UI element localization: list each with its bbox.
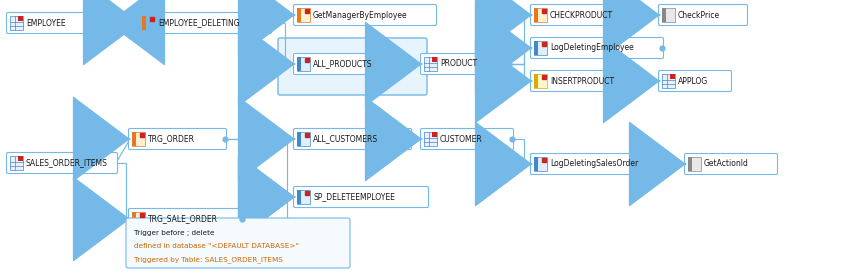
FancyBboxPatch shape xyxy=(533,41,546,55)
FancyBboxPatch shape xyxy=(128,209,243,230)
FancyBboxPatch shape xyxy=(420,53,510,75)
Text: LogDeletingSalesOrder: LogDeletingSalesOrder xyxy=(549,159,637,169)
Text: SP_DELETEEMPLOYEE: SP_DELETEEMPLOYEE xyxy=(312,193,394,201)
FancyBboxPatch shape xyxy=(132,212,136,226)
FancyBboxPatch shape xyxy=(296,190,300,204)
FancyBboxPatch shape xyxy=(530,4,643,25)
FancyBboxPatch shape xyxy=(296,57,300,71)
Text: PRODUCT: PRODUCT xyxy=(440,59,477,68)
FancyBboxPatch shape xyxy=(10,156,23,170)
FancyBboxPatch shape xyxy=(661,74,674,88)
FancyBboxPatch shape xyxy=(530,38,663,59)
Text: EMPLOYEE_DELETING: EMPLOYEE_DELETING xyxy=(158,19,240,27)
FancyBboxPatch shape xyxy=(296,132,300,146)
FancyBboxPatch shape xyxy=(661,8,674,22)
Text: Triggered by Table: SALES_ORDER_ITEMS: Triggered by Table: SALES_ORDER_ITEMS xyxy=(134,256,283,263)
FancyBboxPatch shape xyxy=(132,132,145,146)
Text: INSERTPRODUCT: INSERTPRODUCT xyxy=(549,76,614,85)
Text: defined in database "<DEFAULT DATABASE>": defined in database "<DEFAULT DATABASE>" xyxy=(134,243,299,249)
Text: APPLOG: APPLOG xyxy=(677,76,707,85)
FancyBboxPatch shape xyxy=(424,57,436,71)
FancyBboxPatch shape xyxy=(296,190,310,204)
FancyBboxPatch shape xyxy=(533,8,538,22)
Text: LogDeletingEmployee: LogDeletingEmployee xyxy=(549,44,633,53)
FancyBboxPatch shape xyxy=(296,57,310,71)
Text: CHECKPRODUCT: CHECKPRODUCT xyxy=(549,10,613,19)
FancyBboxPatch shape xyxy=(431,57,436,62)
FancyBboxPatch shape xyxy=(530,153,671,175)
Text: GetManagerByEmployee: GetManagerByEmployee xyxy=(312,10,407,19)
FancyBboxPatch shape xyxy=(687,157,691,171)
FancyBboxPatch shape xyxy=(420,129,513,150)
Text: TRG_ORDER: TRG_ORDER xyxy=(148,135,195,144)
FancyBboxPatch shape xyxy=(687,157,701,171)
FancyBboxPatch shape xyxy=(530,70,645,92)
FancyBboxPatch shape xyxy=(7,153,117,173)
FancyBboxPatch shape xyxy=(533,74,538,88)
Text: EMPLOYEE: EMPLOYEE xyxy=(26,19,66,27)
FancyBboxPatch shape xyxy=(142,16,154,30)
FancyBboxPatch shape xyxy=(132,212,145,226)
FancyBboxPatch shape xyxy=(7,13,107,33)
FancyBboxPatch shape xyxy=(278,38,426,95)
FancyBboxPatch shape xyxy=(533,157,546,171)
Text: ALL_PRODUCTS: ALL_PRODUCTS xyxy=(312,59,372,68)
FancyBboxPatch shape xyxy=(684,153,776,175)
Text: CheckPrice: CheckPrice xyxy=(677,10,719,19)
Text: Trigger before ; delete: Trigger before ; delete xyxy=(134,230,214,236)
FancyBboxPatch shape xyxy=(18,16,23,21)
FancyBboxPatch shape xyxy=(431,132,436,137)
FancyBboxPatch shape xyxy=(293,129,411,150)
FancyBboxPatch shape xyxy=(661,8,665,22)
FancyBboxPatch shape xyxy=(132,132,136,146)
FancyBboxPatch shape xyxy=(657,70,731,92)
FancyBboxPatch shape xyxy=(296,8,310,22)
FancyBboxPatch shape xyxy=(138,13,271,33)
FancyBboxPatch shape xyxy=(424,132,436,146)
FancyBboxPatch shape xyxy=(533,157,538,171)
FancyBboxPatch shape xyxy=(296,132,310,146)
FancyBboxPatch shape xyxy=(293,187,428,207)
FancyBboxPatch shape xyxy=(293,53,404,75)
FancyBboxPatch shape xyxy=(10,16,23,30)
FancyBboxPatch shape xyxy=(533,8,546,22)
FancyBboxPatch shape xyxy=(293,4,436,25)
FancyBboxPatch shape xyxy=(657,4,747,25)
FancyBboxPatch shape xyxy=(126,218,349,268)
FancyBboxPatch shape xyxy=(128,129,226,150)
FancyBboxPatch shape xyxy=(296,8,300,22)
FancyBboxPatch shape xyxy=(18,156,23,161)
Text: ALL_CUSTOMERS: ALL_CUSTOMERS xyxy=(312,135,377,144)
Text: GetActionId: GetActionId xyxy=(703,159,748,169)
Text: TRG_SALE_ORDER: TRG_SALE_ORDER xyxy=(148,215,218,224)
Text: SALES_ORDER_ITEMS: SALES_ORDER_ITEMS xyxy=(26,158,108,167)
FancyBboxPatch shape xyxy=(669,74,674,79)
FancyBboxPatch shape xyxy=(533,41,538,55)
FancyBboxPatch shape xyxy=(142,16,146,30)
FancyBboxPatch shape xyxy=(533,74,546,88)
Text: CUSTOMER: CUSTOMER xyxy=(440,135,482,144)
